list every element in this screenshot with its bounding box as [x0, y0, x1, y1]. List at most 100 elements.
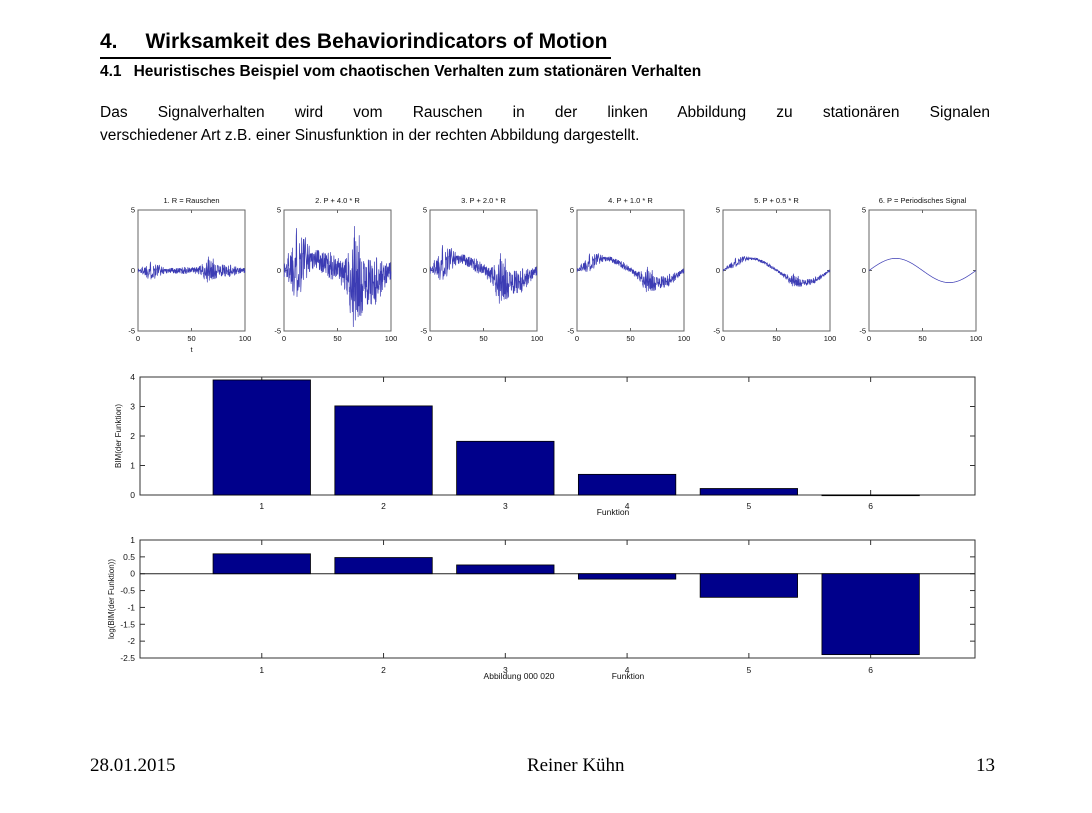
y-tick-label: 0	[130, 490, 135, 500]
y-tick-label: 0	[423, 266, 427, 275]
section-heading-number: 4.	[100, 30, 118, 53]
x-tick-label: 3	[503, 501, 508, 511]
y-tick-label: -2	[127, 636, 135, 646]
y-tick-label: 5	[423, 206, 427, 215]
x-tick-label: 50	[626, 334, 634, 343]
bar-2	[334, 557, 433, 575]
subsection-heading: 4.1 Heuristisches Beispiel vom chaotisch…	[100, 63, 701, 81]
plot-title: 5. P + 0.5 * R	[754, 196, 799, 205]
bar-chart-log-bim-bar: 1 0.5 0 -0.5 -1 -1.5 -2 -2.5 1 2 3 4 5 6 Funktion Abbil…	[107, 535, 976, 681]
x-tick-label: 100	[531, 334, 544, 343]
y-axis-label: log(BIM(der Funktion))	[107, 559, 116, 639]
body-paragraph-line-2: verschiedener Art z.B. einer Sinusfunkti…	[100, 127, 640, 144]
body-paragraph-line-1: Das Signalverhalten wird vom Rauschen in…	[100, 104, 990, 121]
signal-line	[868, 258, 977, 283]
x-tick-label: 100	[239, 334, 252, 343]
x-tick-label: 4	[625, 501, 630, 511]
y-tick-label: 5	[277, 206, 281, 215]
x-tick-label: 0	[428, 334, 432, 343]
x-tick-label: 50	[479, 334, 487, 343]
x-tick-label: 0	[721, 334, 725, 343]
x-tick-label: 1	[259, 501, 264, 511]
x-axis-label: Funktion	[612, 671, 645, 681]
y-tick-label: 5	[716, 206, 720, 215]
x-tick-label: 50	[187, 334, 195, 343]
plot-title: 4. P + 1.0 * R	[608, 196, 653, 205]
x-axis-label: t	[190, 345, 193, 354]
bar-1	[212, 553, 311, 575]
bar-4	[577, 473, 677, 496]
y-axis-label: BIM(der Funktion)	[114, 404, 123, 468]
plot-title: 3. P + 2.0 * R	[461, 196, 506, 205]
y-tick-label: -5	[420, 327, 427, 336]
bar-5	[699, 488, 798, 496]
x-tick-label: 5	[746, 665, 751, 675]
y-tick-label: 0	[130, 569, 135, 579]
x-tick-label: 50	[918, 334, 926, 343]
y-tick-label: 5	[570, 206, 574, 215]
footer-page-number: 13	[976, 755, 995, 776]
body-paragraph: Das Signalverhalten wird vom Rauschen in…	[100, 101, 990, 147]
x-tick-label: 100	[970, 334, 983, 343]
plot-title: 6. P = Periodisches Signal	[879, 196, 967, 205]
y-tick-label: 0	[277, 266, 281, 275]
y-tick-label: 0	[862, 266, 866, 275]
bar-3	[456, 564, 555, 575]
x-tick-label: 2	[381, 501, 386, 511]
x-tick-label: 2	[381, 665, 386, 675]
bar-5	[699, 573, 798, 598]
bar-1	[212, 379, 311, 496]
section-heading-text: Wirksamkeit des Behaviorindicators of Mo…	[145, 30, 608, 53]
signal-line	[137, 256, 246, 283]
y-tick-label: 1	[130, 535, 135, 545]
footer-date: 28.01.2015	[90, 755, 176, 776]
subsection-heading-text: Heuristisches Beispiel vom chaotischen V…	[133, 63, 702, 80]
signal-line	[576, 253, 685, 293]
y-tick-label: 0.5	[123, 552, 135, 562]
signal-line	[722, 255, 831, 287]
x-tick-label: 0	[282, 334, 286, 343]
x-tick-label: 1	[259, 665, 264, 675]
y-tick-label: -5	[713, 327, 720, 336]
footer: 28.01.2015 Reiner Kühn 13	[90, 755, 995, 777]
signal-line	[283, 225, 392, 328]
plot-title: 2. P + 4.0 * R	[315, 196, 360, 205]
y-tick-label: -0.5	[120, 586, 135, 596]
x-tick-label: 0	[136, 334, 140, 343]
y-tick-label: 2	[130, 431, 135, 441]
bar-chart-bim-bar: 0 1 2 3 4 1 2 3 4 5 6 Funktion BIM(der Funktion)	[114, 372, 976, 517]
bar-2	[334, 405, 433, 496]
bar-4	[577, 573, 677, 580]
x-tick-label: 100	[678, 334, 691, 343]
y-tick-label: 0	[131, 266, 135, 275]
x-axis-label: Funktion	[597, 507, 630, 517]
x-tick-label: 0	[575, 334, 579, 343]
plot-title: 1. R = Rauschen	[163, 196, 219, 205]
x-tick-label: 100	[385, 334, 398, 343]
subsection-heading-number: 4.1	[100, 63, 122, 80]
y-tick-label: -5	[859, 327, 866, 336]
y-tick-label: -5	[128, 327, 135, 336]
x-tick-label: 6	[868, 501, 873, 511]
y-tick-label: -5	[274, 327, 281, 336]
bar-3	[456, 440, 555, 496]
y-tick-label: 0	[716, 266, 720, 275]
x-tick-label: 3	[503, 665, 508, 675]
x-tick-label: 50	[333, 334, 341, 343]
y-tick-label: 5	[131, 206, 135, 215]
bar-6	[821, 494, 920, 497]
x-tick-label: 4	[625, 665, 630, 675]
figure-caption: Abbildung 000 020	[484, 671, 555, 681]
section-heading: 4. Wirksamkeit des Behaviorindicators of…	[100, 30, 612, 59]
x-tick-label: 5	[746, 501, 751, 511]
y-tick-label: -1	[127, 602, 135, 612]
y-tick-label: 0	[570, 266, 574, 275]
y-tick-label: 4	[130, 372, 135, 382]
